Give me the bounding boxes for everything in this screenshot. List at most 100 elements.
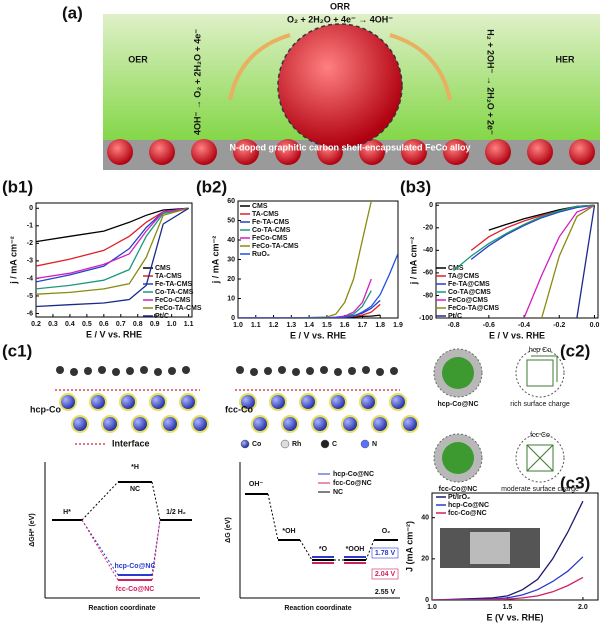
legend-label: NC [333,489,343,496]
co-atom [89,393,107,411]
legend-label: FeCo-CMS [252,235,288,242]
alloy-particle [275,139,301,165]
carbon-atom [168,367,176,375]
legend-label: FeCo-TA@CMS [448,305,499,312]
structure-label: hcp-Co [30,404,61,414]
carbon-atom [84,367,92,375]
y-tick-label: 0 [429,202,433,209]
series-line [432,500,584,600]
oer-label: OER [128,54,148,64]
atom-swatch [360,439,370,449]
series-line [36,207,189,290]
x-axis-label: Reaction coordinate [284,605,351,612]
legend-label: Pt/C [448,313,462,320]
potential: 2.04 V [375,571,396,578]
atom-label: C [332,441,337,448]
x-axis-label: E / V vs. RHE [290,330,346,340]
x-tick-label: 1.9 [393,322,403,329]
x-tick-label: 1.5 [503,604,513,611]
lattice [526,444,554,472]
alloy-particle [191,139,217,165]
y-tick-label: -5 [27,293,33,300]
potential: 2.55 V [375,589,396,596]
y-axis-label: j / mA cm⁻² [8,236,18,284]
carbon-atom [362,366,370,374]
x-tick-label: -0.6 [483,322,495,329]
core [442,357,474,389]
alloy-particle [149,139,175,165]
series-line [36,207,189,243]
x-tick-label: -0.8 [448,322,460,329]
y-tick-label: 0 [231,315,235,322]
state-label: fcc-Co@NC [116,586,155,593]
panel-c2: (c2) hcp-Co@NC hcp Co rich surface charg… [433,341,590,568]
step-label: O₂ [382,528,391,535]
legend-label: hcp-Co@NC [448,502,489,509]
co-atom [239,393,257,411]
lattice-label: hcp Co [529,347,551,354]
x-tick-label: 1.0 [233,322,243,329]
carbon-shell [278,24,402,148]
oer-equation: 4OH⁻ → O₂ + 2H₂O + 4e⁻ [192,29,202,135]
structure-label: fcc-Co@NC [439,486,478,493]
co-atom [311,415,329,433]
panel-label: (c3) [560,473,590,492]
co-atom [299,393,317,411]
connector [81,481,161,521]
carbon-atom [376,368,384,376]
y-tick-label: 60 [227,198,235,205]
x-tick-label: 1.5 [322,322,332,329]
legend-label: fcc-Co@NC [448,510,487,517]
carbon-atom [250,368,258,376]
panel-label: (b2) [196,177,227,196]
carbon-atom [334,368,342,376]
y-axis-label: ΔGH* (eV) [29,513,36,546]
plot-frame [435,202,599,319]
co-atom [389,393,407,411]
her-label: HER [555,54,575,64]
co-atom [149,393,167,411]
y-tick-label: 0 [29,205,33,212]
level [245,493,398,561]
panel-c1: (c1) hcp-Co fcc-Co Interface Co Rh C N [2,341,419,449]
y-tick-label: -2 [27,240,33,247]
y-tick-label: -60 [423,270,433,277]
carbon-atom [98,366,106,374]
x-axis-label: Reaction coordinate [88,605,155,612]
series-line [541,204,595,318]
carbon-atom [390,367,398,375]
series-line [576,205,596,318]
legend-label: FeCo-TA-CMS [252,243,299,250]
y-tick-label: 40 [227,237,235,244]
co-atom [401,415,419,433]
carbon-atom [154,368,162,376]
carbon-atom [348,367,356,375]
co-atom [191,415,209,433]
y-tick-label: 10 [227,295,235,302]
carbon-atom [292,368,300,376]
arrow [228,33,291,101]
panel-label: (c1) [2,341,32,360]
y-tick-label: -100 [419,315,433,322]
legend-label: Fe-TA-CMS [252,219,290,226]
structure-label: fcc-Co [225,404,254,414]
structure-label: hcp-Co@NC [437,401,478,408]
alloy-particle [401,139,427,165]
photo [470,532,510,564]
alloy-particle [443,139,469,165]
atom-swatch [280,439,290,449]
y-tick-label: -80 [423,292,433,299]
panel-label: (c2) [560,341,590,360]
state-label: *H [131,464,139,471]
series-line [36,207,189,267]
atom-swatch [320,439,330,449]
co-atom [359,393,377,411]
x-tick-label: 0.4 [65,321,75,328]
y-tick-label: 50 [227,217,235,224]
co-atom [131,415,149,433]
carbon-atom [278,366,286,374]
potential: 1.78 V [375,550,396,557]
alloy-particle [485,139,511,165]
plot-frame [431,492,599,601]
